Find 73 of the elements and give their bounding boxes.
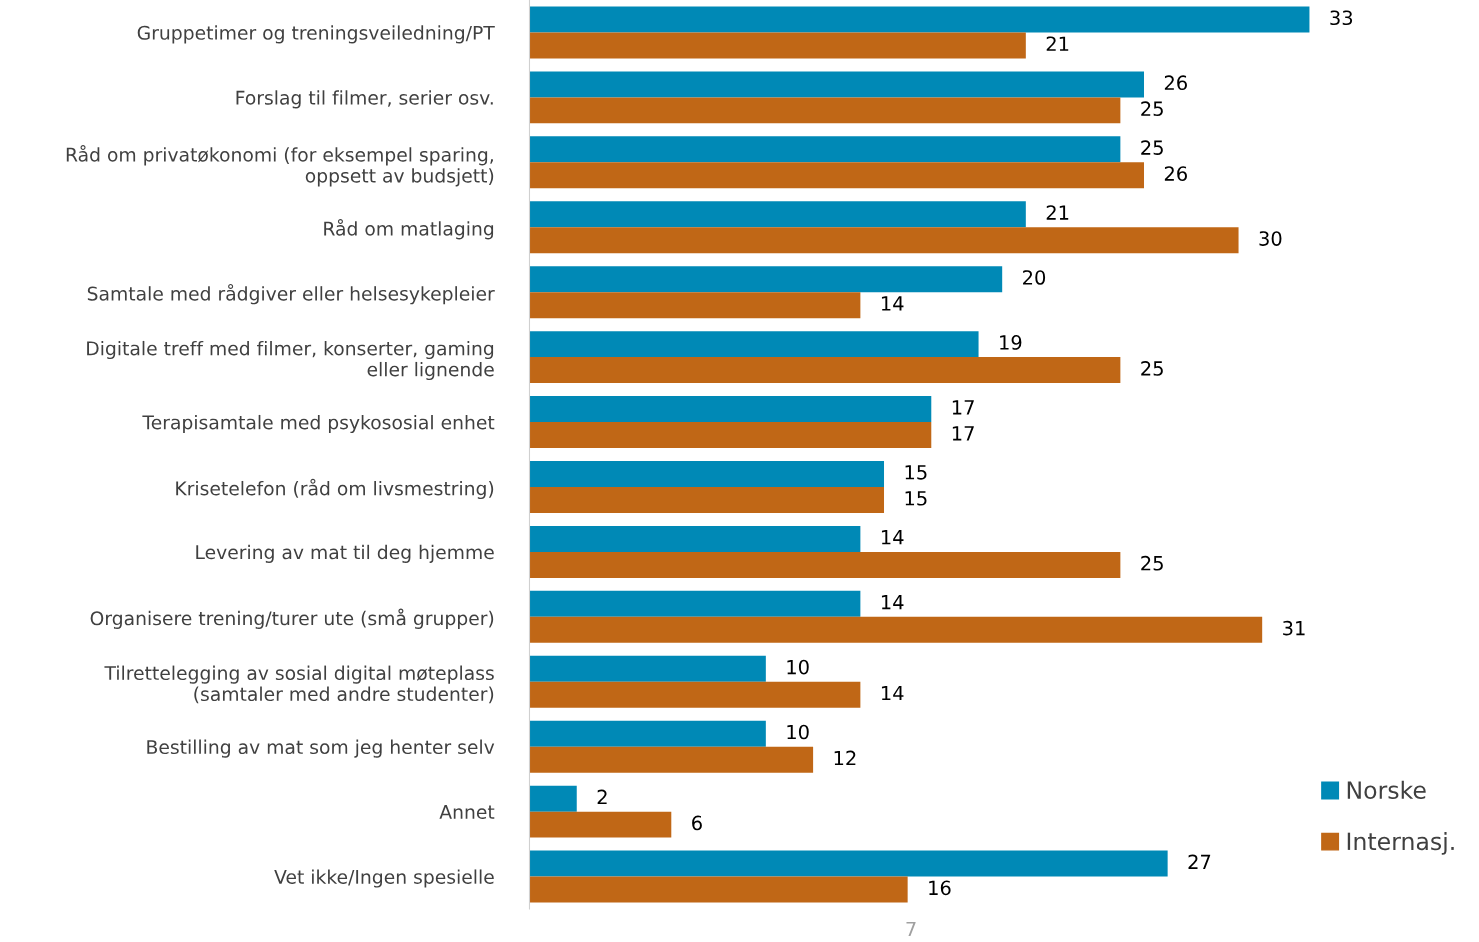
bar [529,590,861,617]
bar [529,616,1263,643]
bar [529,551,1121,578]
bar [529,785,577,812]
data-label: 17 [952,426,974,441]
y-tick-label: Råd om privatøkonomi (for eksempel sparing, oppsett av budsjett) [66,145,494,187]
bar [529,461,885,487]
bar [529,850,1168,877]
y-tick-label: Organisere trening/turer ute (små grupper) [90,608,494,629]
data-label: 19 [1000,335,1022,350]
legend-label: Internasj. [1347,831,1454,855]
data-label: 25 [1141,555,1163,571]
data-label: 27 [1188,854,1211,869]
data-label: 14 [881,530,904,545]
data-label: 21 [1046,36,1069,51]
y-tick-label: Levering av mat til deg hjemme [196,544,494,563]
data-label: 16 [929,880,951,896]
y-tick-label: Vet ikke/Ingen spesielle [274,869,494,888]
bar [529,331,979,358]
data-label: 26 [1164,166,1187,181]
y-tick-label: Krisetelefon (råd om livsmestring) [176,478,494,500]
y-tick-label: Bestilling av mat som jeg henter selv [147,739,495,758]
y-tick-label: Forslag til filmer, serier osv. [236,90,493,109]
data-label: 31 [1283,620,1305,636]
bar [529,486,885,513]
bar [529,811,672,838]
y-tick-label: Gruppetimer og treningsveiledning/PT [137,25,495,44]
data-label: 14 [881,595,904,610]
data-label: 10 [787,659,809,675]
bar [529,266,1003,293]
bar [529,292,861,319]
y-tick-label: Råd om matlaging [324,219,494,240]
y-tick-label: Digitale treff med filmer, konserter, gaming eller lignende [87,340,494,381]
data-label: 15 [905,491,927,506]
data-label: 2 [597,789,607,805]
bar [529,136,1121,163]
data-label: 26 [1164,75,1187,91]
bar [529,97,1121,124]
data-label: 25 [1141,101,1163,117]
bar [529,357,1121,384]
data-label: 14 [881,685,904,701]
data-label: 30 [1259,231,1282,246]
data-label: 21 [1046,205,1069,220]
bar [529,227,1239,254]
bar [529,162,1144,189]
data-label: 33 [1330,10,1353,26]
bar [529,422,932,449]
bar [529,201,1026,228]
data-label: 15 [905,465,927,480]
bar [529,746,814,773]
data-label: 14 [881,296,904,311]
legend-label: Norske [1347,780,1426,800]
data-label: 25 [1141,361,1163,376]
bar [529,876,908,903]
y-tick-label: Samtale med rådgiver eller helsesykepleier [87,283,495,305]
text: 7 [906,921,916,937]
bar [529,396,932,423]
y-tick-label: Annet [439,805,495,820]
y-tick-label: Terapisamtale med psykososial enhet [142,414,495,434]
bar [529,525,861,552]
bar [529,71,1144,98]
bar [529,681,861,708]
data-label: 6 [692,815,702,831]
bar [529,6,1310,33]
data-label: 17 [952,400,974,415]
y-tick-label: Tilrettelegging av sosial digital møteplass (samtaler med andre studenter) [104,665,494,704]
bar [529,720,766,747]
data-label: 10 [787,724,809,740]
data-label: 12 [834,750,856,766]
data-label: 25 [1141,140,1163,155]
bar [529,655,766,682]
data-label: 20 [1023,270,1046,285]
bar [529,32,1026,59]
